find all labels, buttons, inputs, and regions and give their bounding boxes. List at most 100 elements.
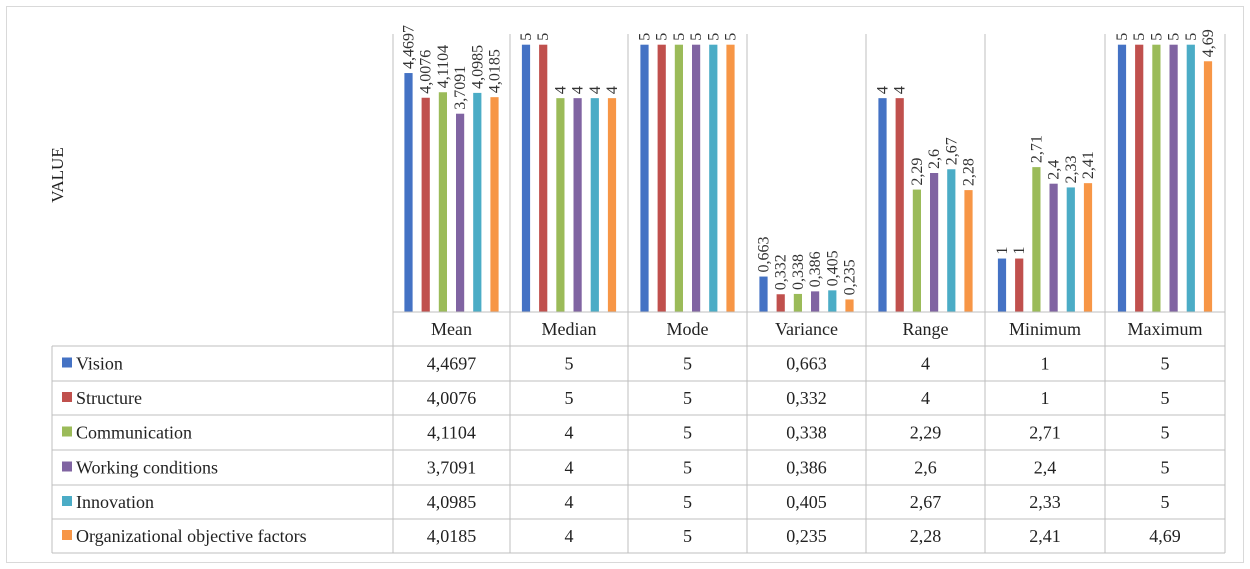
bar-3-5 xyxy=(845,299,854,312)
x-tick-label: Variance xyxy=(775,319,838,339)
bar-5-0 xyxy=(997,258,1007,312)
table-cell-1-4: 4 xyxy=(921,388,930,408)
table-cell-1-3: 0,332 xyxy=(786,388,827,408)
data-label-3-5: 0,235 xyxy=(842,259,859,295)
data-label-3-1: 0,332 xyxy=(773,254,790,290)
bar-2-1 xyxy=(657,44,666,312)
table-cell-4-5: 2,33 xyxy=(1029,492,1061,512)
table-cell-5-4: 2,28 xyxy=(910,526,942,546)
table-cell-3-2: 5 xyxy=(683,458,692,478)
data-label-3-2: 0,338 xyxy=(790,254,807,290)
data-label-1-0: 5 xyxy=(518,33,535,41)
legend-entry-4: Innovation xyxy=(76,492,154,512)
bar-5-1 xyxy=(1015,258,1024,312)
bar-4-1 xyxy=(895,98,904,313)
bar-4-5 xyxy=(964,190,973,312)
data-label-6-3: 5 xyxy=(1166,33,1183,41)
bar-6-3 xyxy=(1169,44,1178,312)
table-cell-1-0: 4,0076 xyxy=(427,388,477,408)
data-label-2-4: 5 xyxy=(705,33,722,41)
bar-2-0 xyxy=(640,44,649,312)
data-label-6-1: 5 xyxy=(1131,33,1148,41)
data-label-4-1: 4 xyxy=(892,86,909,94)
legend-entry-5: Organizational objective factors xyxy=(76,526,307,546)
table-cell-0-1: 5 xyxy=(565,354,574,374)
table-cell-4-4: 2,67 xyxy=(910,492,942,512)
table-cell-5-2: 5 xyxy=(683,526,692,546)
bar-0-5 xyxy=(490,97,499,312)
table-cell-2-0: 4,1104 xyxy=(427,423,476,443)
data-label-5-0: 1 xyxy=(994,247,1011,255)
data-label-0-1: 4,0076 xyxy=(418,50,435,94)
bar-1-4 xyxy=(590,98,599,313)
bar-6-4 xyxy=(1186,44,1195,312)
data-label-2-3: 5 xyxy=(688,33,705,41)
table-cell-0-0: 4,4697 xyxy=(427,354,477,374)
data-label-1-2: 4 xyxy=(552,86,569,94)
data-label-4-5: 2,28 xyxy=(961,158,978,186)
data-label-4-4: 2,67 xyxy=(943,137,960,165)
legend-key-0 xyxy=(62,357,72,368)
table-cell-0-5: 1 xyxy=(1041,354,1050,374)
table-cell-1-2: 5 xyxy=(683,388,692,408)
data-label-6-2: 5 xyxy=(1148,33,1165,41)
data-label-1-1: 5 xyxy=(535,33,552,41)
bar-3-1 xyxy=(776,294,785,312)
bar-0-2 xyxy=(438,92,447,312)
data-label-0-4: 4,0985 xyxy=(469,45,486,89)
table-cell-5-5: 2,41 xyxy=(1029,526,1061,546)
data-label-6-4: 5 xyxy=(1183,33,1200,41)
table-cell-5-1: 4 xyxy=(565,526,574,546)
bar-0-0 xyxy=(404,73,413,312)
table-cell-2-5: 2,71 xyxy=(1029,423,1061,443)
table-cell-5-0: 4,0185 xyxy=(427,526,477,546)
legend-entry-1: Structure xyxy=(76,388,142,408)
data-label-0-2: 4,1104 xyxy=(435,45,452,88)
table-cell-4-6: 5 xyxy=(1161,492,1170,512)
bar-6-2 xyxy=(1152,44,1161,312)
bar-3-4 xyxy=(828,290,837,312)
table-cell-2-1: 4 xyxy=(565,423,574,443)
table-cell-0-3: 0,663 xyxy=(786,354,827,374)
table-cell-3-6: 5 xyxy=(1161,458,1170,478)
data-label-3-3: 0,386 xyxy=(807,251,824,287)
bar-1-1 xyxy=(539,44,548,312)
data-label-2-2: 5 xyxy=(671,33,688,41)
bar-5-2 xyxy=(1032,167,1041,312)
bar-1-0 xyxy=(521,44,531,312)
bar-6-5 xyxy=(1203,61,1213,313)
bar-1-5 xyxy=(607,98,617,313)
data-label-4-2: 2,29 xyxy=(909,158,926,186)
data-label-6-5: 4,69 xyxy=(1200,29,1217,57)
bar-4-0 xyxy=(878,98,887,313)
x-tick-label: Mean xyxy=(431,319,472,339)
table-cell-1-5: 1 xyxy=(1041,388,1050,408)
table-cell-3-4: 2,6 xyxy=(914,458,937,478)
data-table: Mean Median Mode Variance Range Minimum Maximu… xyxy=(51,311,1226,554)
x-tick-label: Range xyxy=(903,319,949,339)
bar-1-2 xyxy=(556,98,565,313)
bar-1-3 xyxy=(573,98,582,313)
table-cell-4-0: 4,0985 xyxy=(427,492,477,512)
legend-key-4 xyxy=(62,496,72,506)
bar-4-4 xyxy=(947,169,956,312)
table-cell-2-3: 0,338 xyxy=(786,423,827,443)
data-label-0-3: 3,7091 xyxy=(452,66,469,110)
table-cell-3-5: 2,4 xyxy=(1034,458,1057,478)
table-cell-2-6: 5 xyxy=(1161,423,1170,443)
bar-4-3 xyxy=(930,173,939,312)
data-label-5-3: 2,4 xyxy=(1046,160,1063,180)
bar-2-4 xyxy=(709,44,718,312)
table-cell-4-1: 4 xyxy=(565,492,574,512)
table-cell-3-3: 0,386 xyxy=(786,458,827,478)
bar-3-2 xyxy=(793,293,802,312)
data-label-1-4: 4 xyxy=(587,86,604,94)
legend-entry-2: Communication xyxy=(76,423,192,443)
table-cell-2-4: 2,29 xyxy=(910,423,942,443)
data-label-5-1: 1 xyxy=(1011,247,1028,255)
data-label-3-0: 0,663 xyxy=(756,237,773,273)
legend-entry-0: Vision xyxy=(76,354,123,374)
data-label-5-2: 2,71 xyxy=(1028,135,1045,163)
